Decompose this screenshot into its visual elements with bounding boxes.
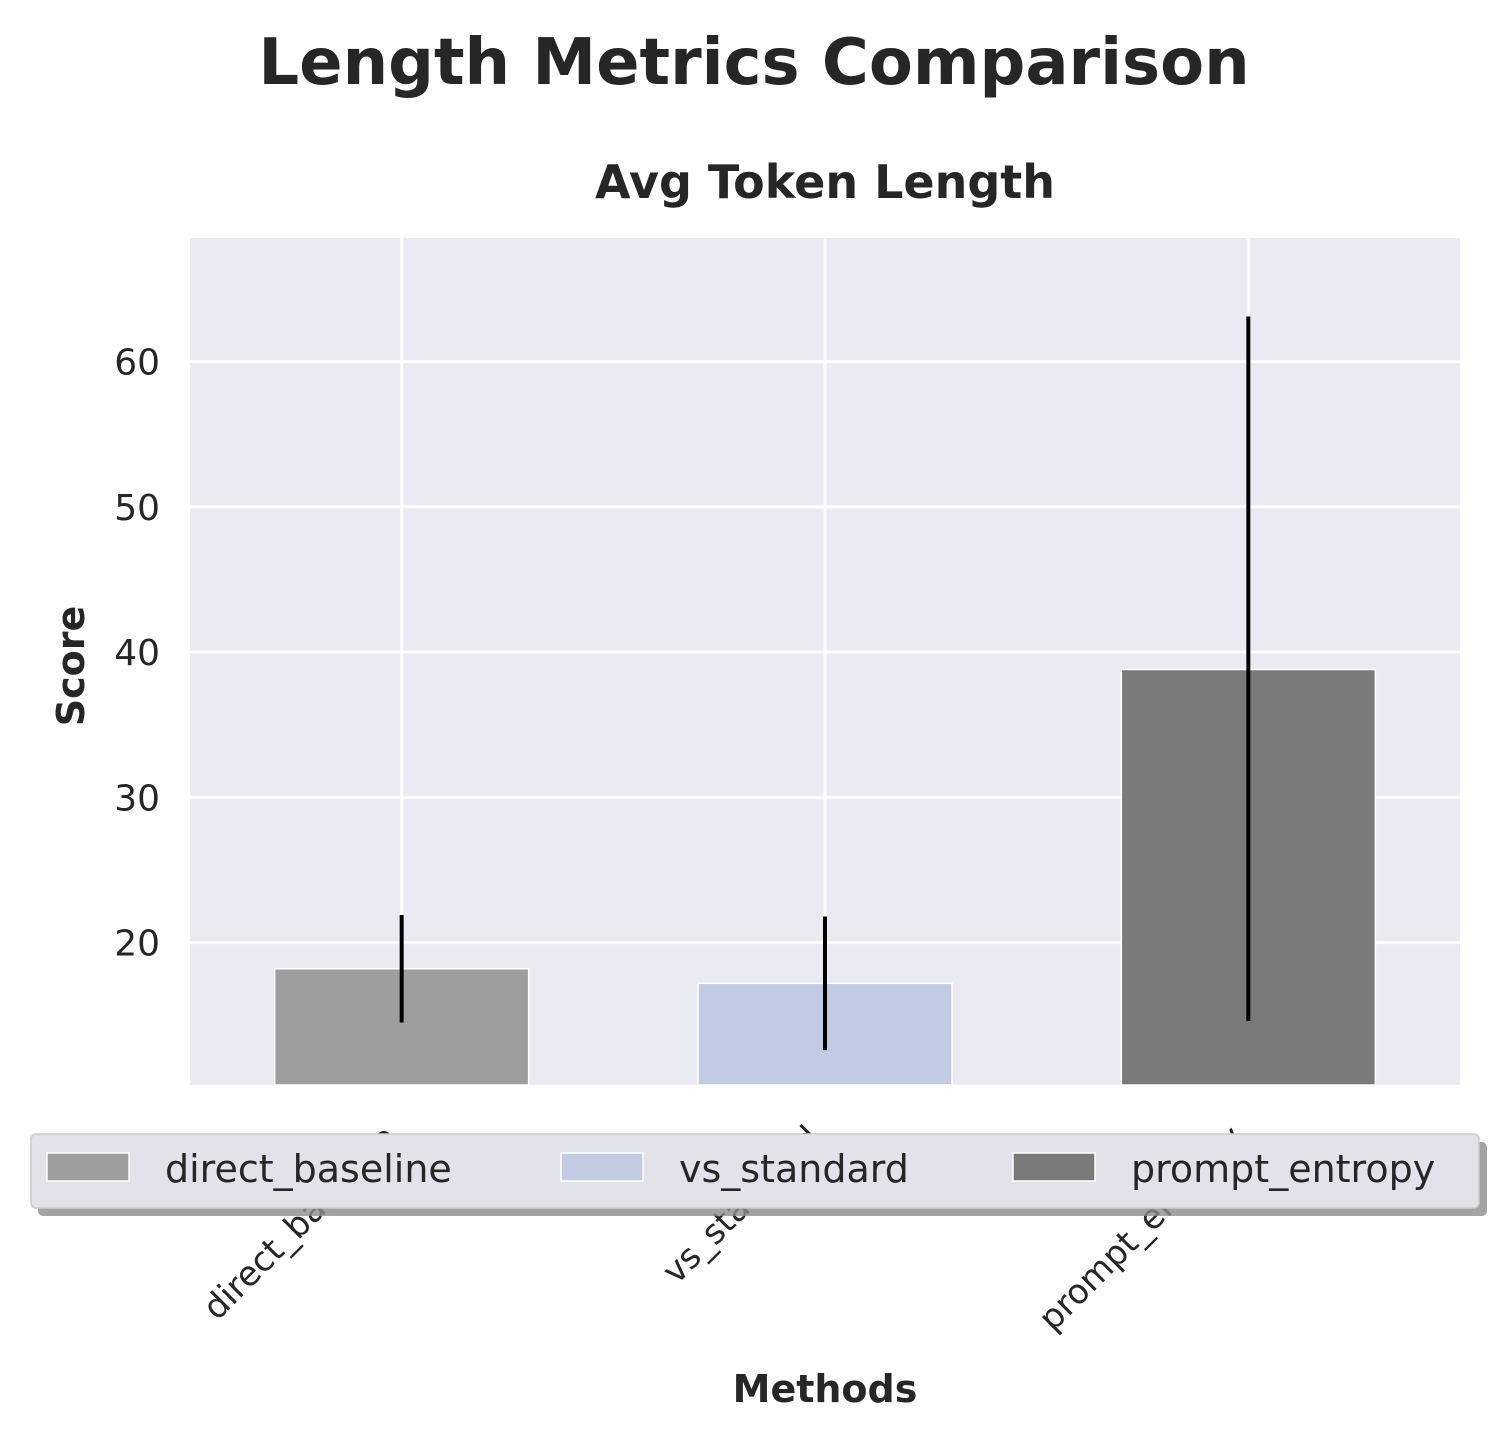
legend-label: direct_baseline xyxy=(165,1147,452,1191)
y-tick-labels: 20 30 40 50 60 xyxy=(114,342,160,964)
legend-swatch xyxy=(1012,1152,1096,1182)
legend-items: direct_baseline vs_standard prompt_entropy xyxy=(46,1147,1435,1191)
legend-frame xyxy=(30,1133,1480,1209)
legend-swatch xyxy=(560,1152,644,1182)
legend: direct_baseline vs_standard prompt_entropy xyxy=(30,1133,1487,1216)
x-axis-label: Methods xyxy=(733,1367,918,1411)
chart-subtitle: Avg Token Length xyxy=(595,155,1055,209)
y-tick-label: 60 xyxy=(114,342,160,383)
y-tick-label: 40 xyxy=(114,633,160,674)
legend-swatch xyxy=(46,1152,130,1182)
y-axis-label: Score xyxy=(49,606,93,727)
legend-label: prompt_entropy xyxy=(1131,1147,1435,1191)
y-tick-label: 50 xyxy=(114,488,160,529)
y-tick-label: 20 xyxy=(114,924,160,965)
legend-label: vs_standard xyxy=(679,1147,909,1191)
error-bars xyxy=(399,316,1251,1051)
y-tick-label: 30 xyxy=(114,778,160,819)
chart-title: Length Metrics Comparison xyxy=(258,26,1249,100)
